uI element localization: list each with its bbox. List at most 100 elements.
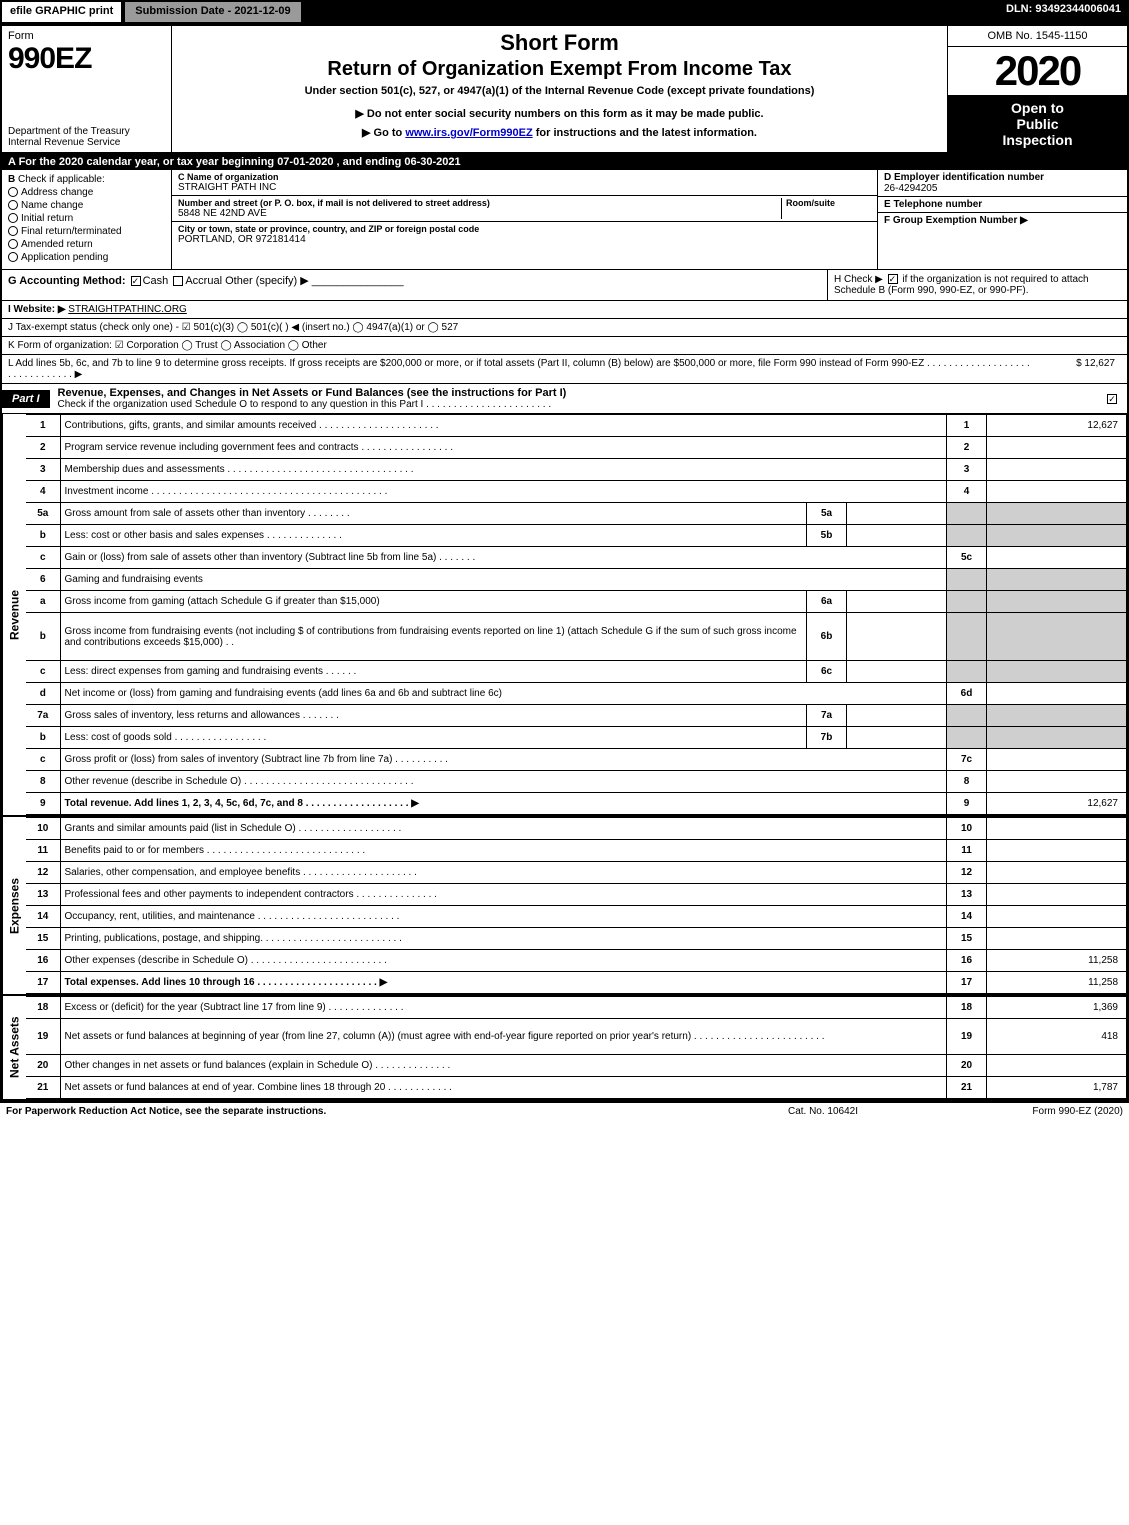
line-ref: 20 (947, 1055, 987, 1077)
netassets-vlabel: Net Assets (2, 996, 26, 1099)
shade-cell (987, 613, 1127, 661)
line-num: c (26, 661, 60, 683)
chk-amended-return[interactable]: Amended return (8, 239, 165, 250)
shade-cell (987, 591, 1127, 613)
line-ref: 4 (947, 481, 987, 503)
line-amt: 11,258 (987, 950, 1127, 972)
line-5b: bLess: cost or other basis and sales exp… (26, 525, 1127, 547)
shade-cell (947, 661, 987, 683)
line-num: 3 (26, 459, 60, 481)
line-21: 21Net assets or fund balances at end of … (26, 1077, 1127, 1099)
form-word: Form (8, 30, 165, 42)
line-num: 15 (26, 928, 60, 950)
line-num: b (26, 727, 60, 749)
chk-cash[interactable] (131, 276, 141, 286)
chk-label: Amended return (21, 239, 93, 250)
website-label: I Website: ▶ (8, 304, 66, 315)
line-num: d (26, 683, 60, 705)
line-6c: cLess: direct expenses from gaming and f… (26, 661, 1127, 683)
line-desc: Gross income from gaming (attach Schedul… (60, 591, 807, 613)
checkbox-icon (8, 226, 18, 236)
org-name-label: C Name of organization (178, 172, 871, 182)
line-16: 16Other expenses (describe in Schedule O… (26, 950, 1127, 972)
checkbox-icon (8, 252, 18, 262)
line-amt: 1,787 (987, 1077, 1127, 1099)
org-name-value: STRAIGHT PATH INC (178, 182, 871, 193)
row-gh: G Accounting Method: Cash Accrual Other … (2, 270, 1127, 301)
row-j-tax-status: J Tax-exempt status (check only one) - ☑… (2, 319, 1127, 337)
line-amt (987, 906, 1127, 928)
accrual-label: Accrual (185, 275, 222, 287)
expenses-section: Expenses 10Grants and similar amounts pa… (2, 815, 1127, 994)
column-def: D Employer identification number 26-4294… (877, 170, 1127, 269)
header-middle: Short Form Return of Organization Exempt… (172, 26, 947, 152)
addr-label: Number and street (or P. O. box, if mail… (178, 198, 781, 208)
line-amt (987, 884, 1127, 906)
shade-cell (987, 727, 1127, 749)
line-6: 6Gaming and fundraising events (26, 569, 1127, 591)
efile-print-button[interactable]: efile GRAPHIC print (0, 0, 123, 24)
mid-ref: 6b (807, 613, 847, 661)
mid-val (847, 613, 947, 661)
footer-form-ref: Form 990-EZ (2020) (923, 1106, 1123, 1117)
tax-year: 2020 (948, 47, 1127, 96)
footer-cat-no: Cat. No. 10642I (723, 1106, 923, 1117)
chk-name-change[interactable]: Name change (8, 200, 165, 211)
line-amt: 12,627 (987, 793, 1127, 815)
mid-ref: 6c (807, 661, 847, 683)
form-number: 990EZ (8, 42, 165, 76)
line-ref: 2 (947, 437, 987, 459)
line-num: 9 (26, 793, 60, 815)
line-desc: Total expenses. Add lines 10 through 16 … (60, 972, 947, 994)
chk-application-pending[interactable]: Application pending (8, 252, 165, 263)
chk-final-return[interactable]: Final return/terminated (8, 226, 165, 237)
line-num: 2 (26, 437, 60, 459)
omb-number: OMB No. 1545-1150 (948, 26, 1127, 47)
chk-address-change[interactable]: Address change (8, 187, 165, 198)
line-num: 18 (26, 997, 60, 1019)
row-a-tax-year: A For the 2020 calendar year, or tax yea… (2, 154, 1127, 170)
line-num: b (26, 525, 60, 547)
line-amt (987, 683, 1127, 705)
shade-cell (947, 613, 987, 661)
line-desc: Less: cost or other basis and sales expe… (60, 525, 807, 547)
top-bar: efile GRAPHIC print Submission Date - 20… (0, 0, 1129, 24)
line-desc: Less: direct expenses from gaming and fu… (60, 661, 807, 683)
line-amt (987, 1055, 1127, 1077)
line-desc: Grants and similar amounts paid (list in… (60, 818, 947, 840)
line-ref: 18 (947, 997, 987, 1019)
line-desc: Benefits paid to or for members . . . . … (60, 840, 947, 862)
part-1-title-text: Revenue, Expenses, and Changes in Net As… (58, 387, 567, 399)
line-desc: Less: cost of goods sold . . . . . . . .… (60, 727, 807, 749)
shade-cell (987, 569, 1127, 591)
line-amt: 11,258 (987, 972, 1127, 994)
mid-val (847, 503, 947, 525)
line-ref: 17 (947, 972, 987, 994)
line-ref: 3 (947, 459, 987, 481)
line-num: c (26, 749, 60, 771)
row-g: G Accounting Method: Cash Accrual Other … (2, 270, 827, 300)
shade-cell (947, 705, 987, 727)
line-3: 3Membership dues and assessments . . . .… (26, 459, 1127, 481)
chk-initial-return[interactable]: Initial return (8, 213, 165, 224)
line-7b: bLess: cost of goods sold . . . . . . . … (26, 727, 1127, 749)
checkbox-icon (8, 213, 18, 223)
website-value[interactable]: STRAIGHTPATHINC.ORG (68, 304, 187, 315)
chk-accrual[interactable] (173, 276, 183, 286)
part-1-checkbox[interactable] (1097, 393, 1127, 405)
short-form-title: Short Form (180, 30, 939, 56)
irs-link[interactable]: www.irs.gov/Form990EZ (405, 127, 532, 139)
group-exemption-label: F Group Exemption Number ▶ (884, 215, 1028, 226)
chk-schedule-b[interactable] (888, 274, 898, 284)
mid-ref: 7b (807, 727, 847, 749)
return-title: Return of Organization Exempt From Incom… (180, 58, 939, 81)
mid-ref: 5b (807, 525, 847, 547)
cash-label: Cash (143, 275, 169, 287)
revenue-section: Revenue 1Contributions, gifts, grants, a… (2, 414, 1127, 815)
line-num: 20 (26, 1055, 60, 1077)
line-19: 19Net assets or fund balances at beginni… (26, 1019, 1127, 1055)
checkbox-icon (1107, 394, 1117, 404)
line-ref: 19 (947, 1019, 987, 1055)
line-num: 13 (26, 884, 60, 906)
line-desc: Net income or (loss) from gaming and fun… (60, 683, 947, 705)
